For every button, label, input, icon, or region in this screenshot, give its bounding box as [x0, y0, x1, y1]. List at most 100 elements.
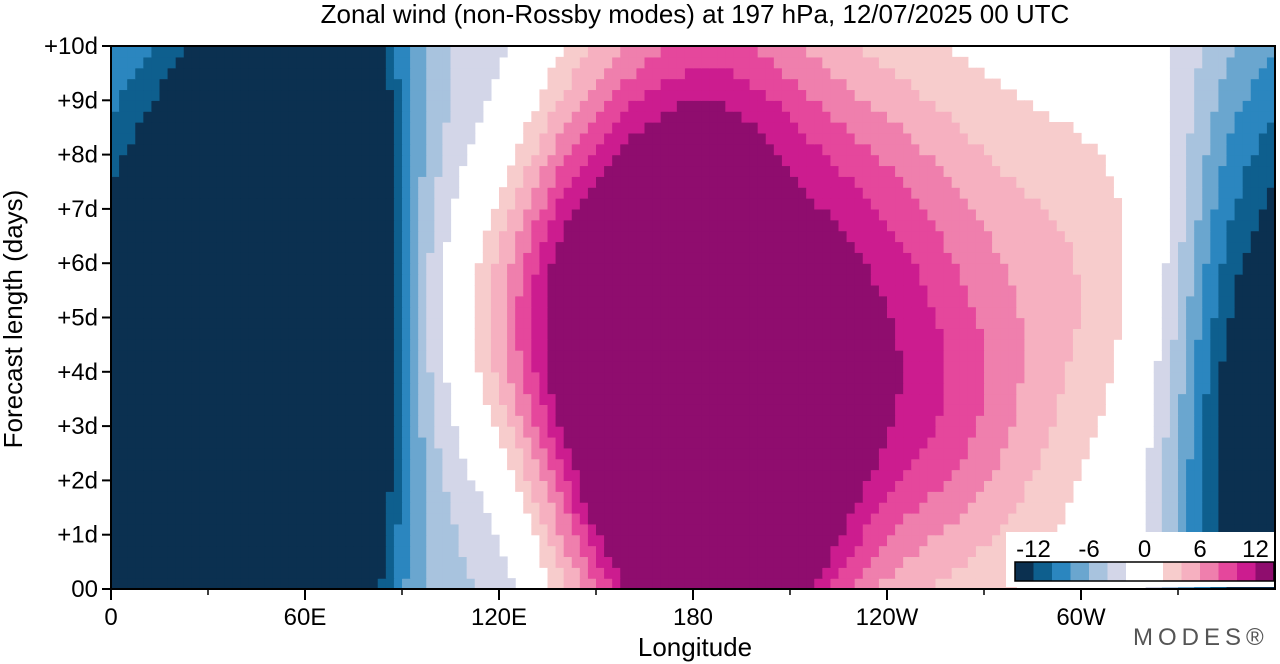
heatmap-cell	[838, 230, 848, 243]
heatmap-cell	[943, 263, 953, 275]
heatmap-cell	[571, 436, 581, 449]
heatmap-cell	[296, 284, 306, 297]
heatmap-cell	[749, 469, 759, 481]
heatmap-cell	[418, 382, 427, 395]
heatmap-cell	[296, 436, 306, 449]
heatmap-cell	[951, 512, 961, 525]
heatmap-cell	[733, 556, 743, 568]
heatmap-cell	[604, 393, 613, 405]
heatmap-cell	[798, 350, 807, 362]
heatmap-cell	[1234, 371, 1244, 384]
heatmap-cell	[1008, 219, 1017, 232]
heatmap-cell	[337, 350, 347, 362]
heatmap-cell	[442, 198, 452, 210]
heatmap-cell	[280, 284, 290, 297]
heatmap-cell	[725, 198, 735, 210]
heatmap-cell	[927, 545, 937, 558]
heatmap-cell	[216, 447, 225, 460]
heatmap-cell	[1161, 480, 1171, 492]
heatmap-cell	[571, 208, 581, 221]
heatmap-cell	[507, 263, 516, 275]
heatmap-cell	[765, 567, 775, 579]
heatmap-cell	[119, 393, 128, 405]
heatmap-cell	[725, 512, 735, 525]
heatmap-cell	[232, 436, 241, 449]
heatmap-cell	[636, 578, 646, 590]
heatmap-cell	[426, 306, 435, 319]
heatmap-cell	[296, 317, 306, 329]
heatmap-cell	[337, 219, 347, 232]
heatmap-cell	[353, 241, 363, 253]
heatmap-cell	[280, 339, 290, 351]
heatmap-cell	[410, 578, 419, 590]
heatmap-cell	[296, 241, 306, 253]
heatmap-cell	[701, 556, 710, 568]
heatmap-cell	[733, 567, 743, 579]
heatmap-cell	[870, 252, 880, 264]
heatmap-cell	[838, 567, 848, 579]
heatmap-cell	[240, 230, 250, 243]
heatmap-cell	[313, 480, 322, 492]
heatmap-cell	[798, 436, 807, 449]
heatmap-cell	[1202, 339, 1211, 351]
heatmap-cell	[1113, 284, 1123, 297]
heatmap-cell	[854, 415, 864, 427]
heatmap-cell	[127, 415, 136, 427]
heatmap-cell	[870, 458, 880, 471]
heatmap-cell	[264, 480, 274, 492]
heatmap-cell	[1008, 274, 1017, 286]
heatmap-cell	[967, 382, 977, 395]
heatmap-cell	[1258, 252, 1268, 264]
heatmap-cell	[127, 371, 136, 384]
heatmap-cell	[644, 545, 654, 558]
heatmap-cell	[959, 415, 969, 427]
heatmap-cell	[1040, 360, 1050, 373]
heatmap-cell	[684, 219, 694, 232]
heatmap-cell	[135, 545, 144, 558]
heatmap-cell	[1226, 480, 1236, 492]
heatmap-cell	[531, 198, 541, 210]
heatmap-cell	[749, 382, 759, 395]
heatmap-cell	[676, 436, 686, 449]
heatmap-cell	[992, 252, 1001, 264]
heatmap-cell	[1040, 382, 1050, 395]
heatmap-cell	[1000, 545, 1009, 558]
heatmap-cell	[676, 491, 686, 503]
heatmap-cell	[1097, 252, 1106, 264]
heatmap-cell	[604, 241, 613, 253]
heatmap-cell	[1064, 382, 1074, 395]
heatmap-cell	[426, 393, 435, 405]
heatmap-cell	[377, 284, 387, 297]
heatmap-cell	[951, 491, 961, 503]
heatmap-cell	[175, 198, 185, 210]
heatmap-cell	[644, 360, 654, 373]
heatmap-cell	[1186, 176, 1195, 188]
heatmap-cell	[943, 339, 953, 351]
heatmap-cell	[337, 491, 347, 503]
heatmap-cell	[959, 447, 969, 460]
heatmap-cell	[644, 241, 654, 253]
heatmap-cell	[1008, 382, 1017, 395]
heatmap-cell	[523, 252, 532, 264]
heatmap-cell	[1258, 491, 1268, 503]
heatmap-cell	[434, 447, 444, 460]
heatmap-cell	[232, 306, 241, 319]
heatmap-cell	[992, 350, 1001, 362]
heatmap-cell	[507, 230, 516, 243]
heatmap-cell	[1016, 219, 1026, 232]
heatmap-cell	[385, 230, 395, 243]
heatmap-cell	[830, 502, 840, 514]
heatmap-cell	[757, 415, 767, 427]
heatmap-cell	[1016, 306, 1026, 319]
heatmap-cell	[895, 556, 904, 568]
heatmap-cell	[1145, 491, 1155, 503]
heatmap-cell	[224, 469, 233, 481]
heatmap-cell	[612, 328, 621, 340]
heatmap-cell	[741, 491, 751, 503]
heatmap-cell	[385, 469, 395, 481]
heatmap-cell	[1056, 198, 1066, 210]
heatmap-cell	[296, 350, 306, 362]
heatmap-cell	[523, 502, 532, 514]
heatmap-cell	[620, 187, 629, 199]
heatmap-cell	[531, 382, 541, 395]
